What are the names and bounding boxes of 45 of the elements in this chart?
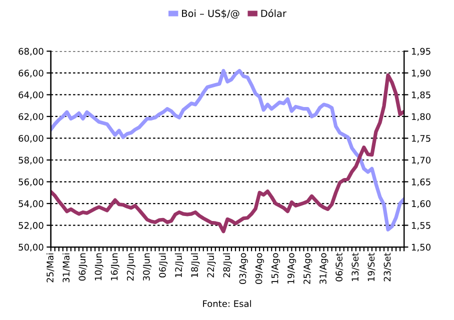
y-tick-label: 54,00 [18, 200, 44, 208]
y2-tick-label: 1,55 [412, 222, 430, 230]
legend-label: Dólar [261, 9, 286, 18]
y-tick-label: 58,00 [18, 156, 44, 164]
x-tick-label: 13/Set [352, 252, 360, 281]
y-tick-label: 50,00 [18, 244, 44, 252]
y-tick-label: 60,00 [18, 134, 44, 143]
x-tick-label: 06/Set [336, 252, 344, 282]
x-tick-label: 31/Mai [62, 253, 70, 282]
legend-label: Boi – US$/@ [182, 10, 240, 19]
x-tick-label: 25/Mai [46, 253, 54, 282]
x-tick-label: 18/Jul [190, 253, 200, 278]
y2-tick-label: 1,80 [412, 113, 431, 121]
x-tick-label: 06/Jul [158, 253, 168, 278]
x-tick-label: 15/Ago [272, 253, 280, 284]
x-tick-label: 25/Ago [304, 253, 312, 284]
x-tick-label: 19/Set [368, 252, 376, 281]
y2-tick-label: 1,65 [412, 178, 430, 186]
x-tick-label: 30/Jun [142, 253, 152, 281]
x-tick-label: 03/Ago [239, 253, 248, 284]
x-tick-label: 23/Set [384, 252, 392, 282]
y-tick-label: 68,00 [18, 48, 44, 56]
y2-tick-label: 1,95 [412, 48, 430, 56]
y-tick-label: 66,00 [18, 70, 44, 78]
x-tick-label: 06/Jun [78, 253, 88, 281]
y2-tick-label: 1,75 [412, 135, 430, 143]
y2-tick-label: 1,60 [412, 200, 431, 208]
y2-tick-label: 1,50 [412, 244, 431, 252]
y-tick-label: 56,00 [18, 178, 44, 186]
y2-tick-label: 1,90 [412, 70, 431, 78]
y-tick-label: 52,00 [18, 222, 44, 230]
x-tick-label: 31/Ago [320, 253, 328, 284]
x-tick-label: 28/Jul [223, 253, 232, 278]
x-tick-label: 16/Jun [110, 253, 120, 280]
x-tick-label: 10/Jun [94, 253, 104, 280]
x-tick-label: 22/Jul [207, 253, 216, 278]
x-tick-label: 12/Jul [174, 253, 184, 278]
x-tick-label: 09/Ago [255, 253, 264, 284]
x-tick-label: 22/Jun [126, 253, 136, 281]
y2-tick-label: 1,85 [412, 91, 430, 100]
y-tick-label: 62,00 [18, 113, 44, 121]
source-note: Fonte: Esal [203, 300, 251, 308]
y2-tick-label: 1,70 [412, 156, 431, 164]
y-tick-label: 64,00 [18, 91, 44, 100]
x-tick-label: 19/Ago [287, 253, 296, 284]
